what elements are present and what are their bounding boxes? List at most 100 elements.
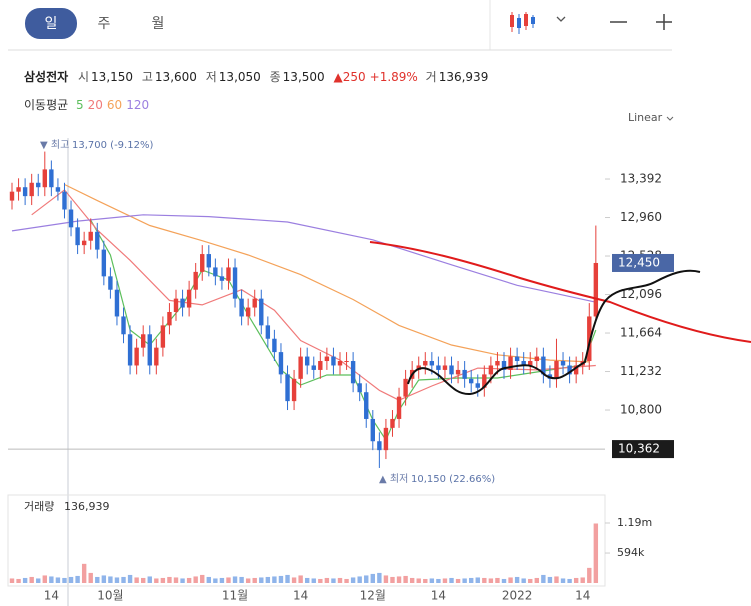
volume-bar	[455, 578, 461, 583]
zoom-in[interactable]	[656, 14, 672, 30]
volume-bar	[180, 578, 185, 583]
candle-body	[272, 338, 277, 353]
candle-body	[337, 361, 343, 366]
volume-bar	[403, 575, 408, 583]
candle-body	[318, 361, 323, 370]
volume-bar	[9, 578, 15, 583]
legend-entry: 5	[76, 98, 84, 112]
volume-bar	[324, 577, 330, 583]
candle-body	[495, 361, 500, 366]
volume-bar	[593, 523, 599, 583]
candle-body	[239, 298, 244, 317]
stock-name: 삼성전자	[24, 70, 69, 84]
volume-bar	[416, 578, 421, 583]
candle-body	[573, 365, 579, 375]
volume-bar	[36, 578, 41, 583]
candle-body	[180, 298, 185, 308]
low-marker-prefix: ▲ 최저	[379, 473, 408, 485]
volume-bar	[495, 577, 500, 583]
change-pct: +1.89%	[369, 70, 418, 84]
volume-bar	[160, 577, 166, 583]
volume-bar	[514, 576, 520, 583]
candle-body	[291, 378, 297, 402]
candle-body	[232, 267, 238, 299]
volume-tick-label: 1.19m	[617, 516, 652, 529]
candle-body	[200, 254, 205, 272]
x-tick-label: 2022	[502, 589, 533, 603]
volume-bar	[141, 577, 146, 583]
volume-bar	[259, 577, 264, 583]
volume-bar	[232, 576, 238, 583]
scale-chevron[interactable]	[666, 116, 674, 121]
candle-body	[390, 418, 395, 428]
candle-body	[449, 365, 454, 375]
volume-bar	[344, 578, 349, 583]
candle-body	[469, 378, 474, 384]
volume-bar	[272, 576, 277, 583]
field-key: 거	[425, 70, 437, 84]
volume-bar	[311, 578, 316, 583]
candle-body	[311, 365, 316, 370]
dropdown-chevron[interactable]	[556, 16, 566, 22]
volume-bar	[436, 578, 441, 583]
volume-bar	[429, 578, 435, 583]
tab[interactable]: 일	[45, 16, 58, 32]
volume-bar	[213, 578, 218, 583]
ma-line	[64, 183, 590, 363]
candle-body	[377, 441, 382, 451]
drawn-line	[369, 241, 751, 343]
volume-bar	[580, 577, 585, 583]
candle-body	[383, 427, 389, 451]
chart-type-icon[interactable]	[510, 12, 535, 34]
candle-body	[213, 267, 218, 277]
tab[interactable]: 주	[98, 16, 111, 32]
volume-bar	[331, 578, 336, 583]
candle-body	[29, 182, 34, 197]
scale-toggle[interactable]: Linear	[628, 111, 663, 124]
volume-bar	[219, 577, 225, 583]
volume-bar	[318, 578, 323, 583]
volume-bar	[206, 576, 211, 583]
reference-label: 10,362	[618, 442, 660, 456]
candle-body	[245, 307, 251, 317]
candle-body	[22, 187, 28, 197]
volume-bar	[390, 576, 395, 583]
volume-bar	[101, 575, 107, 583]
ma-line	[11, 214, 596, 303]
field-value: 13,500	[282, 70, 325, 84]
volume-bar	[364, 575, 369, 583]
legend-entry: 60	[106, 98, 123, 112]
candle-body	[88, 231, 93, 241]
candle-body	[593, 262, 599, 317]
volume-bar	[508, 577, 513, 583]
candle-body	[501, 361, 507, 370]
volume-bar	[29, 576, 34, 583]
field-value: 13,150	[91, 70, 134, 84]
candle-body	[219, 276, 225, 281]
candle-body	[173, 298, 179, 312]
volume-bar	[55, 577, 61, 583]
last-price-label: 12,450	[618, 255, 660, 269]
candle-body	[9, 191, 15, 201]
volume-bar	[186, 577, 192, 583]
tab[interactable]: 월	[152, 16, 165, 32]
candle-body	[141, 334, 146, 348]
candle-body	[147, 334, 152, 366]
volume-bar	[16, 578, 21, 583]
candle-body	[357, 383, 362, 393]
volume-bar	[167, 576, 172, 583]
candle-body	[364, 392, 369, 419]
volume-bar	[534, 577, 539, 583]
volume-bar	[121, 576, 126, 583]
volume-bar	[587, 567, 592, 583]
candle-body	[160, 325, 166, 348]
candle-body	[488, 365, 494, 375]
field-value: 13,050	[218, 70, 261, 84]
volume-bar	[409, 577, 415, 583]
tab-active-bg[interactable]	[25, 8, 77, 39]
candle-body	[127, 334, 133, 366]
candle-body	[259, 298, 264, 326]
volume-bar	[134, 577, 139, 583]
